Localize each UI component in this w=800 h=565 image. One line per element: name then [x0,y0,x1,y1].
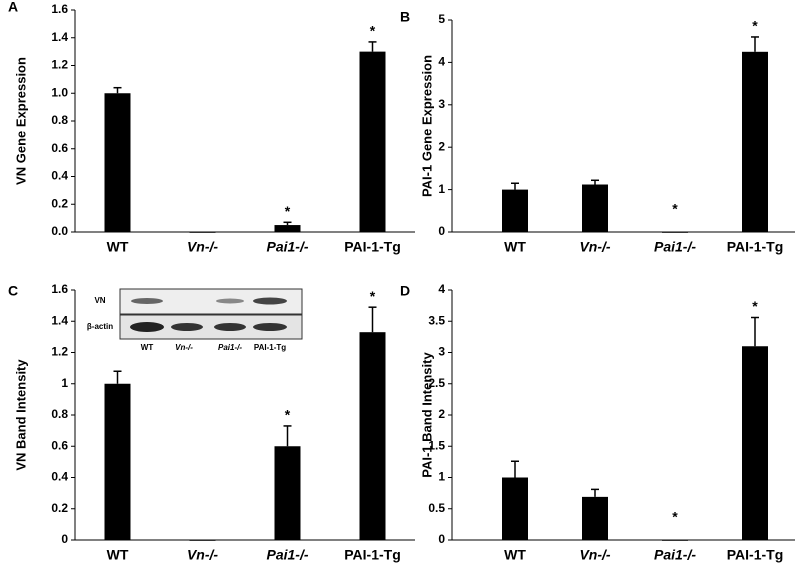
x-tick-label: WT [107,239,129,255]
bar [742,51,768,232]
y-tick-label: 0.4 [51,470,68,484]
y-tick-label: 4 [438,55,445,69]
y-tick-label: 0 [438,532,445,546]
significance-mark: * [672,509,678,525]
y-tick-label: 0.6 [51,141,68,155]
bar [274,446,301,540]
significance-mark: * [370,23,376,39]
blot-band [171,323,203,331]
x-tick-label: PAI-1-Tg [727,239,784,255]
y-tick-label: 1 [438,182,445,196]
x-tick-label: Pai1-/- [654,239,696,255]
x-tick-label: Vn-/- [579,547,610,563]
y-tick-label: 1.2 [51,345,68,359]
bar [502,477,528,540]
blot-lane-label: PAI-1-Tg [254,343,286,352]
y-tick-label: 1.0 [51,85,68,99]
y-tick-label: 0.0 [51,224,68,238]
blot-band [216,298,244,304]
blot-row-label: VN [94,296,105,305]
bar [502,189,528,232]
blot-inset [119,288,303,340]
x-tick-label: WT [504,239,526,255]
x-tick-label: PAI-1-Tg [727,547,784,563]
x-tick-label: WT [107,547,129,563]
y-tick-label: 0.8 [51,407,68,421]
y-axis-title: PAI-1 Band Intensity [419,352,434,478]
y-tick-label: 1 [438,470,445,484]
x-tick-label: PAI-1-Tg [344,547,401,563]
panel-label: B [400,9,410,25]
y-tick-label: 5 [438,12,445,26]
x-tick-label: Pai1-/- [266,239,308,255]
panel-label: D [400,283,410,299]
bar [742,346,768,540]
y-tick-label: 1.2 [51,58,68,72]
blot-band [253,297,287,305]
bar [662,232,688,233]
x-tick-label: Vn-/- [187,547,218,563]
x-tick-label: Pai1-/- [654,547,696,563]
y-tick-label: 3 [438,97,445,111]
panel-label: A [8,0,18,15]
bar [274,225,301,232]
significance-mark: * [672,201,678,217]
x-tick-label: Vn-/- [579,239,610,255]
y-axis-title: VN Band Intensity [13,359,28,471]
y-tick-label: 0.2 [51,196,68,210]
y-axis-title: VN Gene Expression [13,57,28,185]
y-tick-label: 0.4 [51,169,68,183]
y-axis-title: PAI-1 Gene Expression [419,55,434,197]
blot-band [214,323,246,331]
x-tick-label: PAI-1-Tg [344,239,401,255]
y-tick-label: 1.6 [51,2,68,16]
y-tick-label: 1.5 [428,438,445,452]
y-tick-label: 0 [61,532,68,546]
y-tick-label: 0.2 [51,501,68,515]
y-tick-label: 0 [438,224,445,238]
x-tick-label: Vn-/- [187,239,218,255]
y-tick-label: 2 [438,139,445,153]
bar [582,496,608,540]
y-tick-label: 1.6 [51,282,68,296]
blot-band [253,323,287,331]
bar [104,93,131,232]
bar [359,332,386,540]
significance-mark: * [285,407,291,423]
x-tick-label: Pai1-/- [266,547,308,563]
blot-band [131,298,163,304]
y-tick-label: 4 [438,282,445,296]
x-tick-label: WT [504,547,526,563]
panel-label: C [8,283,18,299]
blot-band [130,322,164,332]
significance-mark: * [370,288,376,304]
blot-row-label: β-actin [87,322,113,331]
y-tick-label: 1 [61,376,68,390]
blot-lane-label: Pai1-/- [218,343,242,352]
bar [104,383,131,540]
bar [189,540,216,541]
y-tick-label: 3.5 [428,313,445,327]
blot-lane-label: Vn-/- [175,343,193,352]
y-tick-label: 1.4 [51,30,68,44]
y-tick-label: 2 [438,407,445,421]
y-tick-label: 3 [438,345,445,359]
significance-mark: * [752,298,758,314]
significance-mark: * [752,18,758,34]
y-tick-label: 0.8 [51,113,68,127]
bar [662,540,688,541]
y-tick-label: 2.5 [428,376,445,390]
y-tick-label: 0.5 [428,501,445,515]
y-tick-label: 1.4 [51,313,68,327]
blot-lane-label: WT [141,343,154,352]
bar [582,184,608,232]
y-tick-label: 0.6 [51,438,68,452]
bar [189,232,216,233]
bar [359,51,386,232]
significance-mark: * [285,203,291,219]
